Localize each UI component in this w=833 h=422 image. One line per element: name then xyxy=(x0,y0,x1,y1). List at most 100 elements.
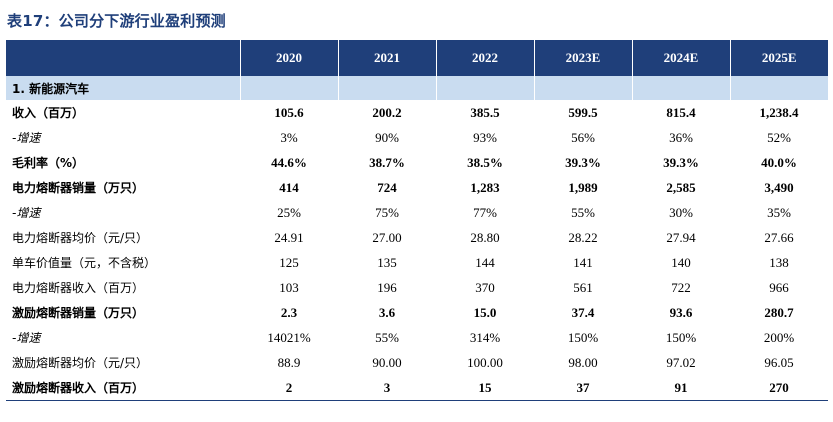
row-label: 收入（百万） xyxy=(12,106,85,120)
value-cell: 37.4 xyxy=(571,304,595,320)
value-cell: 1,989 xyxy=(568,179,598,195)
value-cell: 55% xyxy=(571,204,595,220)
value-cell: 150% xyxy=(567,329,599,345)
value-cell: 36% xyxy=(669,129,693,145)
section-row: 1. 新能源汽车 xyxy=(6,76,828,100)
value-cell: 125 xyxy=(279,254,299,270)
table-row: 电力熔断器销量（万只） 414 724 1,283 1,989 2,585 3,490 xyxy=(6,175,828,200)
value-cell: 77% xyxy=(473,204,497,220)
row-label: 毛利率（%） xyxy=(12,156,85,170)
header-year-2025e: 2025E xyxy=(729,40,828,76)
value-cell: 3,490 xyxy=(764,179,794,195)
value-cell: 3.6 xyxy=(378,304,396,320)
value-cell: 37 xyxy=(534,375,632,401)
value-cell: 150% xyxy=(665,329,697,345)
value-cell: 38.5% xyxy=(467,154,503,170)
value-cell: 24.91 xyxy=(274,229,304,245)
value-cell: 2,585 xyxy=(666,179,696,195)
header-year-2022: 2022 xyxy=(435,40,534,76)
value-cell: 39.3% xyxy=(565,154,601,170)
value-cell: 599.5 xyxy=(568,104,598,120)
value-cell: 2 xyxy=(240,375,338,401)
table-row: 激励熔断器销量（万只） 2.3 3.6 15.0 37.4 93.6 280.7 xyxy=(6,300,828,325)
row-label: 电力熔断器均价（元/只） xyxy=(12,231,149,245)
value-cell: 140 xyxy=(671,254,691,270)
header-year-2024e: 2024E xyxy=(631,40,730,76)
value-cell: 98.00 xyxy=(568,354,598,370)
value-cell: 55% xyxy=(375,329,399,345)
value-cell: 97.02 xyxy=(666,354,696,370)
value-cell: 141 xyxy=(573,254,593,270)
value-cell: 35% xyxy=(767,204,791,220)
value-cell: 96.05 xyxy=(764,354,794,370)
table-row: 收入（百万） 105.6 200.2 385.5 599.5 815.4 1,238.4 xyxy=(6,100,828,125)
value-cell: 196 xyxy=(377,279,397,295)
table-row: 电力熔断器收入（百万） 103 196 370 561 722 966 xyxy=(6,275,828,300)
table-row: 电力熔断器均价（元/只） 24.91 27.00 28.80 28.22 27.94 27.… xyxy=(6,225,828,250)
table-row: 激励熔断器均价（元/只） 88.9 90.00 100.00 98.00 97.02 96.… xyxy=(6,350,828,375)
value-cell: 200% xyxy=(763,329,795,345)
header-year-2023e: 2023E xyxy=(533,40,632,76)
value-cell: 44.6% xyxy=(271,154,307,170)
header-year-2020: 2020 xyxy=(239,40,338,76)
value-cell: 1,283 xyxy=(470,179,500,195)
value-cell: 30% xyxy=(669,204,693,220)
value-cell: 3 xyxy=(338,375,436,401)
value-cell: 93% xyxy=(473,129,497,145)
row-label: 激励熔断器销量（万只） xyxy=(12,306,145,320)
value-cell: 966 xyxy=(769,279,789,295)
value-cell: 15.0 xyxy=(473,304,497,320)
row-label: 单车价值量（元，不含税） xyxy=(12,256,157,270)
value-cell: 90% xyxy=(375,129,399,145)
value-cell: 2.3 xyxy=(280,304,298,320)
value-cell: 815.4 xyxy=(666,104,696,120)
value-cell: 100.00 xyxy=(467,354,503,370)
value-cell: 88.9 xyxy=(277,354,301,370)
value-cell: 270 xyxy=(730,375,828,401)
value-cell: 93.6 xyxy=(669,304,693,320)
value-cell: 27.00 xyxy=(372,229,402,245)
header-label-cell xyxy=(6,40,240,76)
value-cell: 200.2 xyxy=(372,104,402,120)
row-label: -增速 xyxy=(12,206,41,220)
header-row: 2020 2021 2022 2023E 2024E 2025E xyxy=(6,40,828,76)
value-cell: 414 xyxy=(279,179,299,195)
value-cell: 14021% xyxy=(267,329,311,345)
value-cell: 91 xyxy=(632,375,730,401)
header-year-2021: 2021 xyxy=(337,40,436,76)
row-label: -增速 xyxy=(12,331,41,345)
value-cell: 385.5 xyxy=(470,104,500,120)
value-cell: 314% xyxy=(469,329,501,345)
row-label: 激励熔断器收入（百万） xyxy=(6,375,240,401)
table-row: -增速 14021% 55% 314% 150% 150% 200% xyxy=(6,325,828,350)
value-cell: 27.66 xyxy=(764,229,794,245)
value-cell: 90.00 xyxy=(372,354,402,370)
table-row: 激励熔断器收入（百万） 2 3 15 37 91 270 xyxy=(6,375,828,401)
value-cell: 28.80 xyxy=(470,229,500,245)
value-cell: 15 xyxy=(436,375,534,401)
value-cell: 40.0% xyxy=(761,154,797,170)
value-cell: 280.7 xyxy=(764,304,794,320)
value-cell: 561 xyxy=(573,279,593,295)
value-cell: 56% xyxy=(571,129,595,145)
value-cell: 135 xyxy=(377,254,397,270)
value-cell: 103 xyxy=(279,279,299,295)
value-cell: 3% xyxy=(280,129,298,145)
table-row: 单车价值量（元，不含税） 125 135 144 141 140 138 xyxy=(6,250,828,275)
value-cell: 27.94 xyxy=(666,229,696,245)
value-cell: 39.3% xyxy=(663,154,699,170)
row-label: -增速 xyxy=(12,131,41,145)
row-label: 激励熔断器均价（元/只） xyxy=(12,356,149,370)
row-label: 电力熔断器销量（万只） xyxy=(12,181,145,195)
table-row: -增速 25% 75% 77% 55% 30% 35% xyxy=(6,200,828,225)
table-row: -增速 3% 90% 93% 56% 36% 52% xyxy=(6,125,828,150)
value-cell: 38.7% xyxy=(369,154,405,170)
value-cell: 1,238.4 xyxy=(759,104,799,120)
table-title: 表17：公司分下游行业盈利预测 xyxy=(7,12,226,30)
value-cell: 25% xyxy=(277,204,301,220)
value-cell: 370 xyxy=(475,279,495,295)
value-cell: 722 xyxy=(671,279,691,295)
value-cell: 75% xyxy=(375,204,399,220)
forecast-table-container: 2020 2021 2022 2023E 2024E 2025E 1. 新能源汽… xyxy=(6,40,828,401)
forecast-table: 2020 2021 2022 2023E 2024E 2025E 1. 新能源汽… xyxy=(6,40,828,401)
